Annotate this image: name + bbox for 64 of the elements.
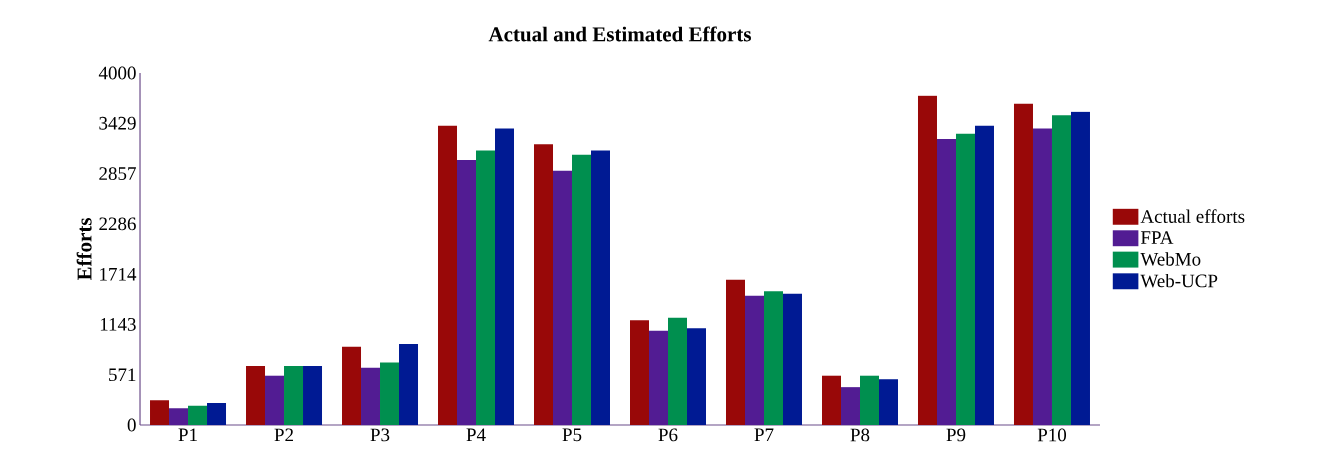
x-tick-label: P5 — [562, 428, 582, 442]
x-tick-label: P6 — [658, 428, 678, 442]
bar — [188, 405, 208, 425]
bar — [361, 367, 381, 425]
bar — [745, 295, 764, 425]
chart-title: Actual and Estimated Efforts — [488, 26, 751, 42]
y-tick-label: 2286 — [99, 217, 136, 231]
bar — [649, 330, 668, 425]
bar — [265, 375, 285, 425]
bar — [246, 366, 266, 425]
y-tick-label: 1143 — [100, 318, 136, 331]
x-tick-label: P1 — [178, 428, 197, 442]
y-tick-label: 1714 — [100, 267, 137, 281]
bar — [764, 291, 783, 425]
bar — [783, 293, 802, 425]
bar — [1032, 128, 1052, 425]
bar — [1013, 103, 1033, 425]
bar — [687, 328, 706, 425]
bar — [207, 402, 227, 425]
bar — [974, 125, 994, 425]
y-axis-title: Efforts — [76, 218, 92, 281]
x-tick-label: P8 — [850, 428, 870, 442]
bar — [553, 170, 573, 425]
bar — [342, 346, 362, 425]
bar — [495, 128, 515, 425]
legend-label: Web-UCP — [1140, 273, 1218, 288]
bar — [284, 366, 304, 425]
bar — [591, 150, 610, 425]
bar — [457, 160, 477, 425]
x-tick-label: P10 — [1037, 428, 1067, 442]
bar — [726, 279, 745, 425]
x-tick-label: P2 — [274, 428, 293, 442]
bar — [936, 139, 956, 425]
bar — [630, 320, 649, 425]
y-tick-label: 571 — [109, 368, 136, 382]
y-tick-label: 4000 — [98, 66, 136, 80]
bar — [878, 379, 898, 425]
bar — [476, 150, 496, 425]
x-tick-label: P7 — [754, 428, 774, 441]
bar — [534, 144, 554, 425]
bar — [169, 408, 189, 425]
bar — [150, 400, 170, 425]
x-tick-label: P9 — [946, 428, 966, 442]
bar — [303, 366, 323, 425]
y-tick-label: 2857 — [99, 167, 136, 180]
y-tick-label: 0 — [127, 418, 136, 432]
legend-label: FPA — [1140, 231, 1174, 244]
bar — [380, 362, 400, 425]
bar — [1070, 111, 1090, 425]
bar — [438, 125, 458, 425]
x-tick-label: P3 — [370, 428, 390, 442]
bar — [1051, 115, 1071, 425]
bar — [572, 154, 592, 425]
bar — [917, 95, 937, 425]
bar — [668, 317, 687, 425]
bar — [841, 387, 860, 425]
x-tick-label: P4 — [466, 428, 486, 442]
y-tick-label: 3429 — [99, 116, 136, 130]
legend-label: WebMo — [1140, 252, 1201, 266]
bar — [955, 133, 975, 425]
bar — [822, 375, 841, 425]
legend-label: Actual efforts — [1140, 209, 1245, 223]
bar — [399, 344, 419, 425]
bar — [859, 375, 879, 425]
